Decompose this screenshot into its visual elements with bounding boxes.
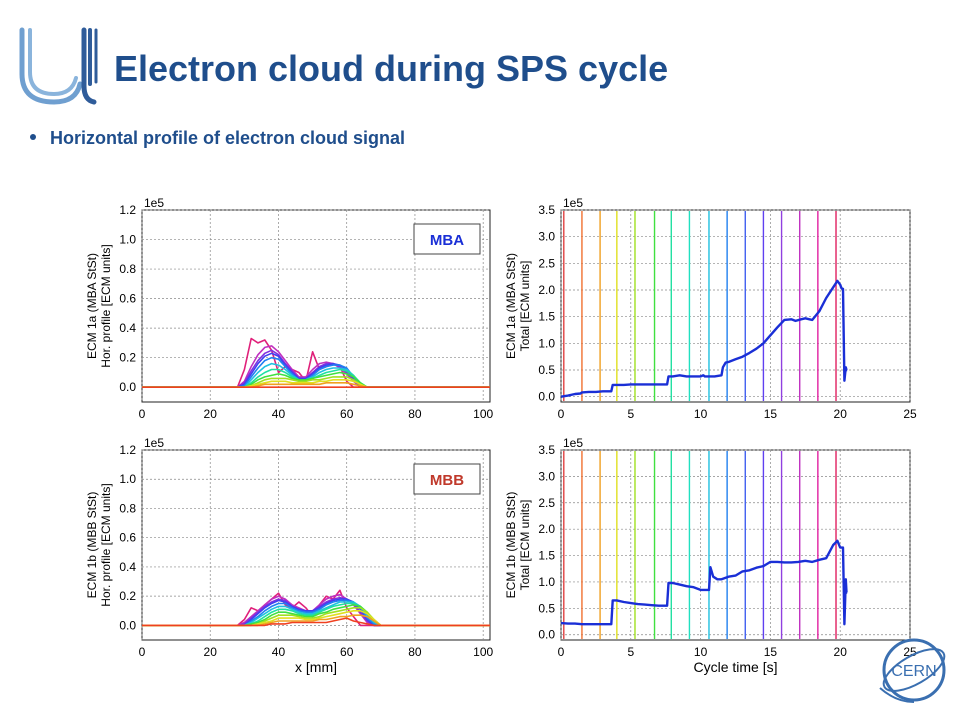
x-axis-label: x [mm] bbox=[295, 659, 337, 675]
series-line bbox=[142, 609, 490, 627]
chart-panel-top-left: 0 20 40 60 80 100 0.0 0.2 0.4 0.6 0.8 1.0 1.2 1e5 ECM … bbox=[85, 196, 494, 421]
bullet-text: Horizontal profile of electron cloud sig… bbox=[50, 128, 406, 148]
y-tick-label: 0.0 bbox=[538, 628, 555, 642]
chart-panel-bottom-left: 0 20 40 60 80 100 0.0 0.2 0.4 0.6 0.8 1.0 1.2 1e5 ECM … bbox=[85, 436, 494, 675]
bullet-item: Horizontal profile of electron cloud sig… bbox=[30, 128, 405, 149]
y-tick-label: 0.4 bbox=[119, 321, 136, 335]
y-tick-label: 2.5 bbox=[538, 496, 555, 510]
y-tick-label: 2.5 bbox=[538, 256, 555, 270]
y-tick-label: 3.0 bbox=[538, 469, 555, 483]
y-axis-label-line: ECM 1b (MBB StSt) bbox=[504, 492, 518, 599]
x-tick-label: 20 bbox=[204, 645, 218, 659]
chart-panel-top-right: 0 5 10 15 20 25 0.0 0.5 1.0 1.5 2.0 2.5 3.0 3.5 1e5 ECM… bbox=[504, 196, 917, 421]
y-tick-label: 0.0 bbox=[119, 618, 136, 632]
x-tick-label: 0 bbox=[139, 645, 146, 659]
slide-title: Electron cloud during SPS cycle bbox=[114, 48, 669, 89]
x-tick-label: 80 bbox=[408, 645, 422, 659]
x-tick-label: 20 bbox=[834, 645, 848, 659]
axis-multiplier: 1e5 bbox=[144, 436, 164, 450]
y-tick-label: 0.2 bbox=[119, 351, 136, 365]
x-tick-label: 0 bbox=[558, 645, 565, 659]
y-tick-label: 1.5 bbox=[538, 310, 555, 324]
y-axis-label: ECM 1a (MBA StSt)Total [ECM units] bbox=[504, 253, 532, 359]
series-line bbox=[560, 539, 848, 626]
y-tick-label: 3.5 bbox=[538, 443, 555, 457]
axis-multiplier: 1e5 bbox=[144, 196, 164, 210]
series-line bbox=[142, 371, 490, 389]
y-tick-label: 0.6 bbox=[119, 531, 136, 545]
plot-frame bbox=[560, 209, 911, 403]
y-axis-label-line: Total [ECM units] bbox=[518, 261, 532, 352]
x-tick-label: 0 bbox=[139, 407, 146, 421]
cern-logo-text: CERN bbox=[891, 663, 936, 680]
x-tick-label: 5 bbox=[627, 407, 634, 421]
chart-panel-bottom-right: 0 5 10 15 20 250.00.51.01.52.02.53.03.5 1e5ECM… bbox=[504, 436, 917, 675]
y-axis-label-line: Hor. profile [ECM units] bbox=[99, 244, 113, 367]
x-tick-label: 60 bbox=[340, 407, 354, 421]
x-tick-label: 60 bbox=[340, 645, 354, 659]
x-axis-label: Cycle time [s] bbox=[693, 659, 777, 675]
y-tick-label: 1.2 bbox=[119, 203, 136, 217]
x-tick-label: 40 bbox=[272, 407, 286, 421]
axis-multiplier: 1e5 bbox=[563, 196, 583, 210]
y-tick-label: 0.4 bbox=[119, 560, 136, 574]
panel-tag-label: MBA bbox=[430, 232, 464, 249]
axis-multiplier: 1e5 bbox=[563, 436, 583, 450]
y-tick-label: 0.5 bbox=[538, 363, 555, 377]
u-arcs-logo-icon bbox=[19, 27, 98, 105]
x-tick-label: 80 bbox=[408, 407, 422, 421]
y-axis-label: ECM 1b (MBB StSt)Total [ECM units] bbox=[504, 492, 532, 599]
y-tick-label: 0.0 bbox=[538, 390, 555, 404]
y-tick-label: 1.2 bbox=[119, 443, 136, 457]
series-line bbox=[142, 378, 490, 389]
x-tick-label: 40 bbox=[272, 645, 286, 659]
x-tick-label: 5 bbox=[627, 645, 634, 659]
y-axis-label-line: Hor. profile [ECM units] bbox=[99, 483, 113, 606]
series-line bbox=[142, 601, 490, 627]
y-tick-label: 0.0 bbox=[119, 380, 136, 394]
x-tick-label: 100 bbox=[473, 407, 493, 421]
x-tick-label: 20 bbox=[834, 407, 848, 421]
y-tick-label: 1.0 bbox=[119, 233, 136, 247]
y-tick-label: 0.8 bbox=[119, 262, 136, 276]
x-tick-label: 0 bbox=[558, 407, 565, 421]
panel-tag-box bbox=[413, 463, 481, 495]
y-tick-label: 1.5 bbox=[538, 549, 555, 563]
series-line bbox=[560, 279, 848, 398]
series-line bbox=[142, 599, 490, 627]
panel-tag-label: MBB bbox=[430, 472, 464, 489]
y-axis-label: ECM 1b (MBB StSt)Hor. profile [ECM units… bbox=[85, 483, 113, 606]
y-tick-label: 2.0 bbox=[538, 522, 555, 536]
y-tick-label: 3.5 bbox=[538, 203, 555, 217]
bullet-dot-icon bbox=[30, 134, 36, 141]
plot-frame bbox=[560, 449, 911, 641]
y-tick-label: 1.0 bbox=[538, 575, 555, 589]
y-tick-label: 0.5 bbox=[538, 601, 555, 615]
panel-tag-box bbox=[413, 223, 481, 255]
y-tick-label: 1.0 bbox=[119, 472, 136, 486]
y-tick-label: 0.6 bbox=[119, 292, 136, 306]
x-tick-label: 10 bbox=[694, 645, 708, 659]
x-tick-label: 10 bbox=[694, 407, 708, 421]
y-axis-label-line: Total [ECM units] bbox=[518, 500, 532, 591]
y-tick-label: 3.0 bbox=[538, 230, 555, 244]
y-tick-label: 1.0 bbox=[538, 336, 555, 350]
y-axis-label-line: ECM 1a (MBA StSt) bbox=[85, 253, 99, 359]
y-axis-label-line: ECM 1a (MBA StSt) bbox=[504, 253, 518, 359]
series-line bbox=[142, 598, 490, 627]
cern-logo-icon: CERN bbox=[879, 638, 946, 703]
x-tick-label: 20 bbox=[204, 407, 218, 421]
y-tick-label: 0.8 bbox=[119, 501, 136, 515]
x-tick-label: 15 bbox=[764, 645, 778, 659]
y-tick-label: 0.2 bbox=[119, 589, 136, 603]
x-tick-label: 100 bbox=[473, 645, 493, 659]
x-tick-label: 25 bbox=[903, 407, 917, 421]
x-tick-label: 15 bbox=[764, 407, 778, 421]
y-tick-label: 2.0 bbox=[538, 283, 555, 297]
y-axis-label: ECM 1a (MBA StSt)Hor. profile [ECM units… bbox=[85, 244, 113, 367]
y-axis-label-line: ECM 1b (MBB StSt) bbox=[85, 492, 99, 599]
series-line bbox=[142, 617, 490, 627]
